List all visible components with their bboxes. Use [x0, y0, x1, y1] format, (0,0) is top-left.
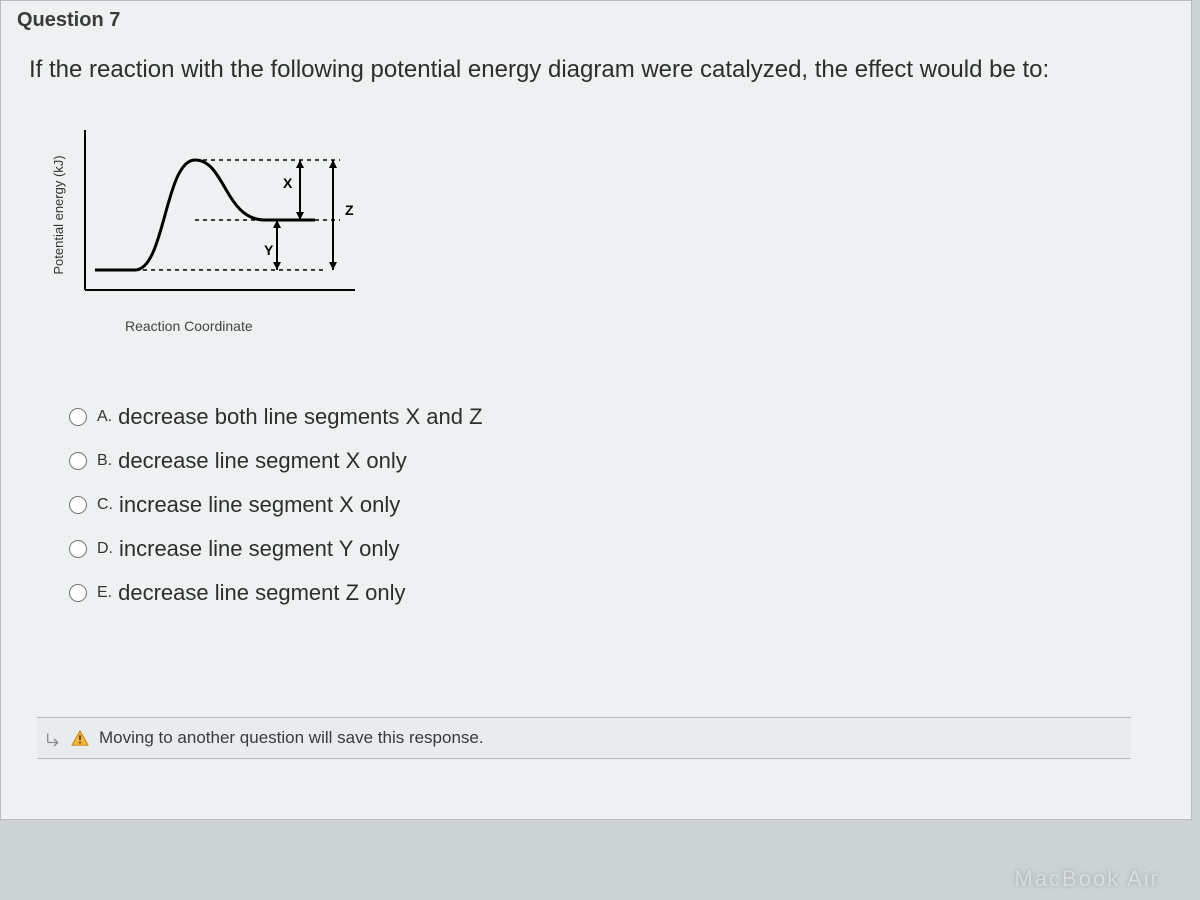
x-axis-label: Reaction Coordinate: [125, 318, 1163, 334]
question-prompt: If the reaction with the following poten…: [29, 54, 1163, 86]
question-header: Question 7: [1, 1, 1191, 36]
warning-icon: [71, 729, 89, 747]
energy-curve: [95, 160, 315, 270]
answer-options: A. decrease both line segments X and Z B…: [69, 404, 1163, 606]
option-c[interactable]: C. increase line segment X only: [69, 492, 1163, 518]
energy-diagram-svg: Potential energy (kJ) X Y: [45, 110, 385, 310]
option-a-radio[interactable]: [69, 408, 87, 426]
footer-message: Moving to another question will save thi…: [99, 728, 484, 748]
option-letter: E.: [97, 584, 112, 602]
arrow-z-head-up: [329, 160, 337, 168]
potential-energy-diagram: Potential energy (kJ) X Y: [45, 110, 1163, 334]
option-text: increase line segment X only: [119, 492, 400, 518]
option-b-radio[interactable]: [69, 452, 87, 470]
arrow-x-head-up: [296, 160, 304, 168]
option-e[interactable]: E. decrease line segment Z only: [69, 580, 1163, 606]
arrow-y-label: Y: [264, 242, 274, 258]
footer-bar: Moving to another question will save thi…: [37, 717, 1131, 759]
option-letter: B.: [97, 452, 112, 470]
option-c-radio[interactable]: [69, 496, 87, 514]
question-body: If the reaction with the following poten…: [1, 36, 1191, 634]
option-d[interactable]: D. increase line segment Y only: [69, 536, 1163, 562]
option-d-radio[interactable]: [69, 540, 87, 558]
y-axis-label: Potential energy (kJ): [51, 156, 66, 275]
arrow-right-icon: [45, 729, 63, 747]
option-e-radio[interactable]: [69, 584, 87, 602]
arrow-x-label: X: [283, 175, 293, 191]
question-title: Question 7: [17, 9, 120, 32]
arrow-z-label: Z: [345, 202, 354, 218]
option-text: decrease line segment Z only: [118, 580, 405, 606]
option-a[interactable]: A. decrease both line segments X and Z: [69, 404, 1163, 430]
arrow-z-head-down: [329, 262, 337, 270]
device-watermark: MacBook Air: [1015, 866, 1161, 892]
arrow-y-head-down: [273, 262, 281, 270]
question-card: Question 7 If the reaction with the foll…: [0, 0, 1192, 820]
option-letter: D.: [97, 540, 113, 558]
option-text: decrease line segment X only: [118, 448, 407, 474]
option-letter: A.: [97, 408, 112, 426]
option-letter: C.: [97, 496, 113, 514]
option-b[interactable]: B. decrease line segment X only: [69, 448, 1163, 474]
option-text: increase line segment Y only: [119, 536, 399, 562]
option-text: decrease both line segments X and Z: [118, 404, 482, 430]
